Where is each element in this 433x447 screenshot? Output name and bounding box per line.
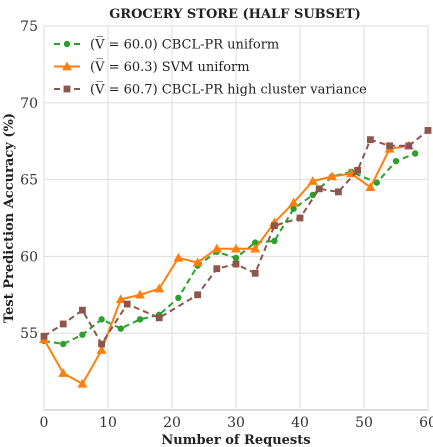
- series-layer: [39, 127, 432, 388]
- data-point: [373, 179, 380, 186]
- legend-label: (V̅ = 60.3) SVM uniform: [90, 59, 250, 75]
- x-axis-title: Number of Requests: [161, 433, 310, 447]
- legend-label: (V̅ = 60.0) CBCL-PR uniform: [90, 36, 279, 52]
- legend-entry: (V̅ = 60.7) CBCL-PR high cluster varianc…: [54, 81, 367, 98]
- data-point: [252, 239, 259, 246]
- legend-entry: (V̅ = 60.0) CBCL-PR uniform: [54, 36, 279, 53]
- y-tick-label: 60: [20, 249, 38, 265]
- data-point: [58, 368, 69, 377]
- data-point: [251, 269, 259, 277]
- data-point: [155, 314, 163, 322]
- data-point: [115, 294, 126, 304]
- x-tick-label: 50: [355, 415, 373, 431]
- y-tick-label: 55: [20, 326, 38, 342]
- x-tick-label: 10: [99, 415, 117, 431]
- y-tick-label: 70: [20, 96, 38, 112]
- data-point: [365, 182, 376, 192]
- data-point: [232, 260, 240, 268]
- data-point: [232, 254, 240, 262]
- x-tick-label: 40: [291, 415, 309, 431]
- data-point: [98, 340, 105, 348]
- data-point: [309, 191, 316, 199]
- data-point: [271, 237, 278, 245]
- legend-marker: [63, 85, 71, 93]
- data-point: [271, 222, 278, 230]
- legend-marker: [63, 40, 71, 48]
- x-tick-label: 30: [227, 415, 245, 431]
- y-tick-label: 65: [20, 173, 38, 189]
- data-point: [40, 332, 48, 340]
- data-point: [123, 300, 131, 308]
- data-point: [79, 331, 86, 338]
- data-point: [192, 257, 203, 267]
- x-tick-label: 20: [163, 415, 181, 431]
- data-point: [307, 176, 318, 185]
- data-point: [386, 142, 393, 150]
- data-point: [60, 340, 67, 348]
- data-point: [412, 150, 419, 157]
- data-point: [211, 243, 222, 253]
- chart-title: GROCERY STORE (HALF SUBSET): [109, 7, 361, 22]
- data-point: [315, 185, 323, 193]
- legend-marker: [62, 61, 72, 71]
- y-axis-title: Test Prediction Accuracy (%): [2, 113, 17, 323]
- x-tick-label: 60: [419, 415, 433, 431]
- y-axis-ticks: 55 60 65 70 75: [20, 19, 38, 342]
- data-point: [392, 157, 400, 165]
- data-point: [154, 283, 165, 293]
- data-point: [59, 320, 67, 328]
- legend: (V̅ = 60.0) CBCL-PR uniform (V̅ = 60.3) S…: [54, 36, 367, 98]
- data-point: [250, 243, 261, 253]
- x-tick-label: 0: [40, 415, 49, 431]
- data-point: [424, 127, 432, 134]
- data-point: [173, 252, 184, 262]
- data-point: [354, 166, 361, 174]
- data-point: [213, 265, 221, 273]
- data-point: [367, 136, 374, 144]
- data-point: [335, 188, 342, 196]
- data-point: [79, 306, 86, 314]
- data-point: [327, 171, 337, 181]
- series-3: [40, 127, 432, 348]
- data-point: [117, 325, 125, 332]
- y-tick-label: 75: [20, 19, 38, 35]
- data-point: [231, 243, 241, 253]
- legend-label: (V̅ = 60.7) CBCL-PR high cluster varianc…: [90, 81, 367, 97]
- data-point: [290, 205, 297, 212]
- data-point: [98, 316, 105, 323]
- series-line: [43, 152, 416, 345]
- legend-entry: (V̅ = 60.3) SVM uniform: [54, 59, 250, 75]
- data-point: [135, 289, 145, 299]
- x-axis-ticks: 0 10 20 30 40 50 60: [40, 415, 433, 431]
- data-point: [194, 291, 201, 299]
- data-point: [175, 294, 182, 302]
- data-point: [96, 345, 107, 354]
- data-point: [288, 197, 299, 207]
- data-point: [136, 316, 144, 323]
- data-point: [405, 142, 413, 150]
- data-point: [77, 378, 88, 388]
- data-point: [296, 214, 304, 222]
